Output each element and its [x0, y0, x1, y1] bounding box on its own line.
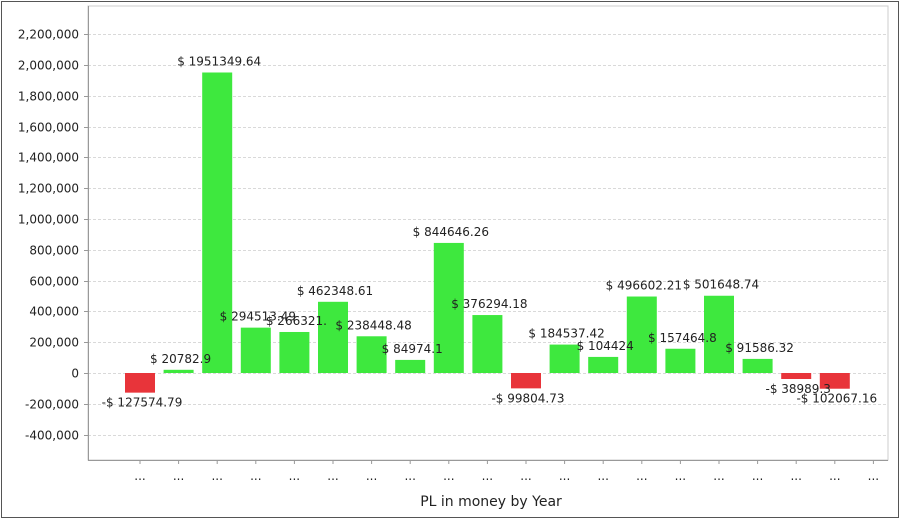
bar-data-label: $ 84974.1: [382, 342, 443, 356]
bar: [704, 295, 734, 373]
y-tick-label: 1,600,000: [18, 121, 79, 135]
bar: [356, 336, 387, 373]
y-tick-label: 1,400,000: [18, 151, 79, 165]
bar-data-label: $ 844646.26: [413, 225, 489, 239]
bar-data-label: -$ 127574.79: [102, 396, 183, 410]
bar: [433, 242, 464, 373]
x-tick-label: ...: [790, 469, 801, 483]
x-tick-label: ...: [559, 469, 570, 483]
x-tick-label: ...: [636, 469, 647, 483]
bar-data-label: $ 104424: [577, 339, 634, 353]
y-tick-label: -400,000: [25, 429, 79, 443]
bar: [163, 369, 194, 373]
x-tick-label: ...: [289, 469, 300, 483]
y-tick-label: 2,000,000: [18, 59, 79, 73]
y-tick-label: 600,000: [29, 275, 79, 289]
bar: [819, 373, 850, 389]
y-tick-label: 1,200,000: [18, 182, 79, 196]
x-tick-label: ...: [250, 469, 261, 483]
bar: [665, 348, 696, 373]
x-tick-label: ...: [675, 469, 686, 483]
x-tick-label: ...: [134, 469, 145, 483]
bar: [781, 373, 812, 380]
y-tick-label: 1,000,000: [18, 213, 79, 227]
bar: [202, 72, 233, 373]
bar-data-label: $ 157464.8: [648, 331, 717, 345]
x-tick-label: ...: [868, 469, 879, 483]
x-tick-label: ...: [211, 469, 222, 483]
bars: [125, 72, 850, 393]
bar-data-label: $ 184537.42: [528, 327, 604, 341]
bar-data-label: $ 238448.48: [335, 318, 411, 332]
bar-data-label: $ 501648.74: [683, 278, 759, 292]
x-tick-label: ...: [366, 469, 377, 483]
y-tick-label: -200,000: [25, 398, 79, 412]
bar-data-label: -$ 99804.73: [491, 391, 564, 405]
x-tick-label: ...: [520, 469, 531, 483]
x-axis-label: PL in money by Year: [420, 494, 562, 510]
bar-data-label: -$ 102067.16: [796, 392, 877, 406]
x-tick-label: ...: [752, 469, 763, 483]
data-labels: -$ 127574.79 $ 20782.9 $ 1951349.64 $ 29451…: [102, 54, 877, 409]
x-tick-label: ...: [482, 469, 493, 483]
bar: [125, 373, 155, 393]
bar: [240, 327, 271, 373]
y-tick-label: 1,800,000: [18, 90, 79, 104]
bar-data-label: $ 294513.49: [220, 310, 296, 324]
bar-data-label: $ 1951349.64: [177, 54, 261, 68]
bar: [549, 344, 580, 373]
bar-data-label: $ 462348.61: [297, 284, 373, 298]
x-tick-label: ...: [713, 469, 724, 483]
bar-data-label: $ 266321.: [266, 314, 327, 328]
x-tick-label: ...: [173, 469, 184, 483]
y-tick-label: 0: [71, 367, 79, 381]
bar-data-label: $ 91586.32: [725, 341, 794, 355]
bar: [279, 331, 310, 373]
x-tick-label: ...: [443, 469, 454, 483]
bar-data-label: $ 376294.18: [451, 297, 527, 311]
bar: [626, 296, 657, 373]
bar: [318, 301, 348, 373]
bar-data-label: $ 496602.21: [606, 279, 682, 293]
x-tick-label: ...: [597, 469, 608, 483]
x-tick-label: ...: [829, 469, 840, 483]
bar: [395, 359, 426, 373]
x-tick-label: ...: [404, 469, 415, 483]
y-tick-label: 400,000: [29, 305, 79, 319]
bar: [742, 358, 773, 373]
bar-data-label: -$ 38989.3: [765, 382, 830, 396]
bar: [511, 373, 541, 389]
y-tick-label: 800,000: [29, 244, 79, 258]
bar-data-label: $ 20782.9: [150, 352, 211, 366]
axes: 2,200,000 2,000,000 1,800,000 1,600,000 1,40…: [18, 5, 889, 483]
y-tick-label: 200,000: [29, 336, 79, 350]
x-tick-label: ...: [327, 469, 338, 483]
gridlines: [88, 34, 888, 436]
y-tick-label: 2,200,000: [18, 28, 79, 42]
bar: [588, 356, 619, 373]
bar: [472, 315, 503, 373]
